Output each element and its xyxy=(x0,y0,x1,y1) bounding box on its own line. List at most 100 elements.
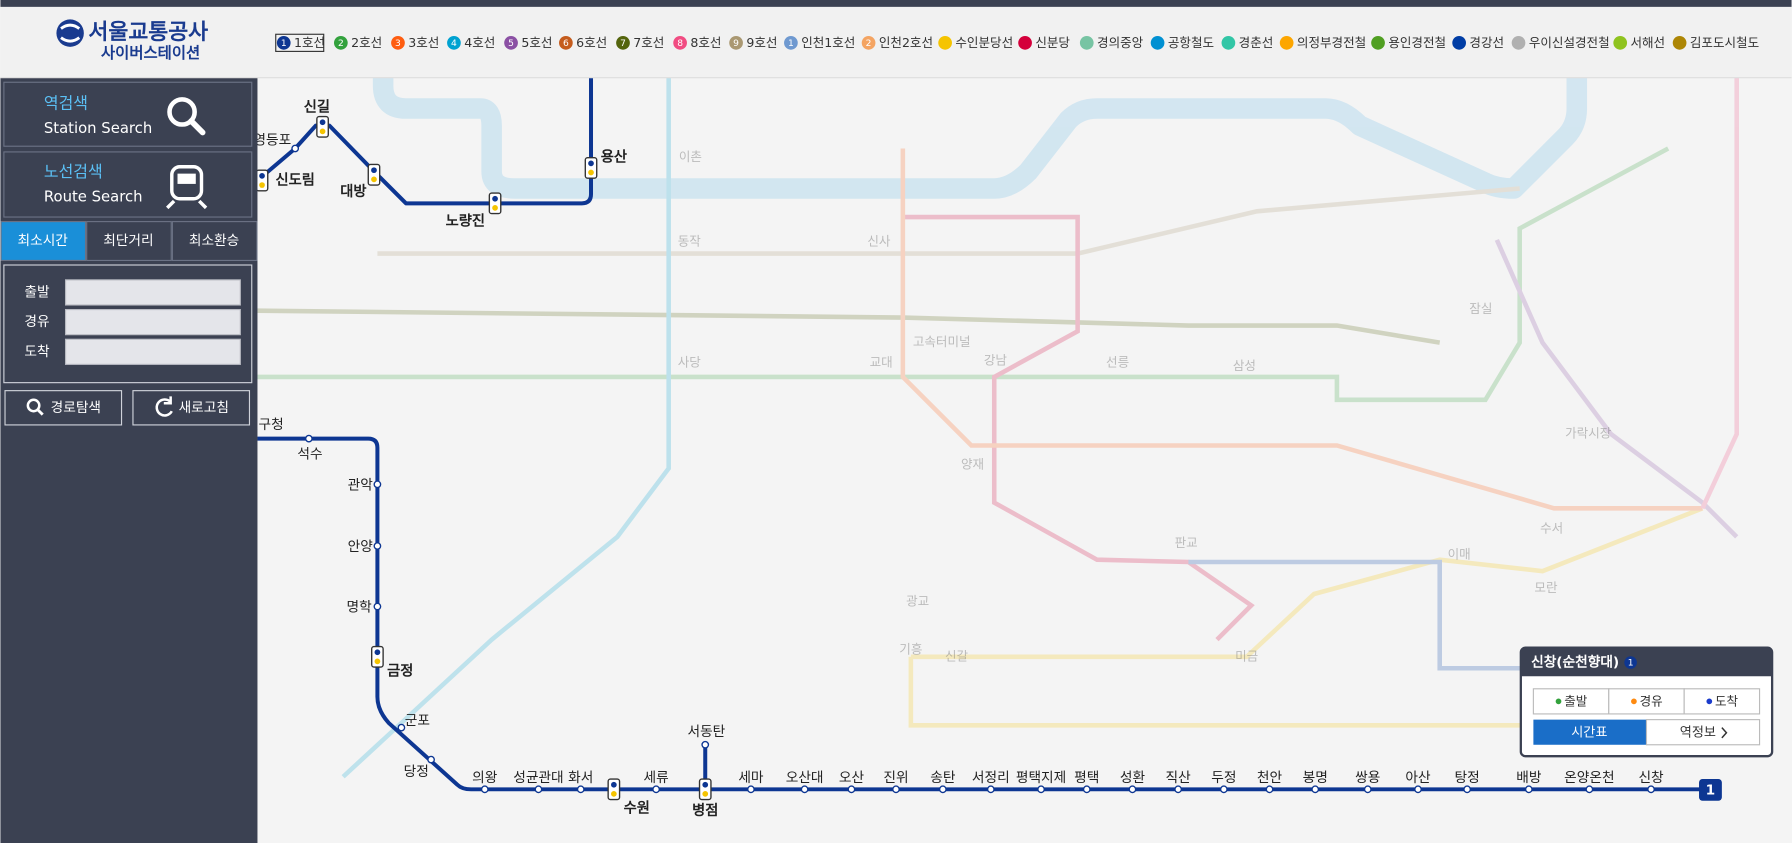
route-search-box[interactable] xyxy=(3,151,253,218)
station-label[interactable]: 군포 xyxy=(405,713,430,729)
line-tab-label[interactable]: 인천1호선 xyxy=(801,35,855,50)
route-tab-label[interactable]: 최소시간 xyxy=(18,233,69,249)
station-label[interactable]: 세마 xyxy=(738,770,764,786)
action-button[interactable] xyxy=(4,390,123,426)
station-label[interactable]: 봉명 xyxy=(1303,770,1328,786)
station-dot[interactable] xyxy=(1037,785,1045,794)
station-label[interactable]: 진위 xyxy=(883,770,908,786)
timetable-button-label[interactable]: 시간표 xyxy=(1571,724,1607,740)
station-label[interactable]: 영등포 xyxy=(253,133,291,149)
station-label[interactable]: 병점 xyxy=(692,801,718,819)
station-label[interactable]: 오산대 xyxy=(786,770,824,786)
line-badge[interactable] xyxy=(938,35,952,50)
station-dot[interactable] xyxy=(373,542,382,550)
station-dot[interactable] xyxy=(480,785,489,794)
station-dot[interactable] xyxy=(291,144,300,153)
station-label[interactable]: 화서 xyxy=(568,770,593,786)
station-label[interactable]: 신길 xyxy=(304,98,330,115)
station-dot[interactable] xyxy=(373,480,382,489)
line-tab-label[interactable]: 인천2호선 xyxy=(879,35,933,50)
station-dot[interactable] xyxy=(534,785,543,794)
transfer-marker[interactable] xyxy=(698,778,712,801)
station-dot[interactable] xyxy=(1219,785,1228,794)
transfer-marker[interactable] xyxy=(488,192,502,215)
station-label[interactable]: 평택 xyxy=(1074,770,1099,786)
line-badge[interactable] xyxy=(1150,35,1165,50)
station-label[interactable]: 의왕 xyxy=(472,770,498,786)
station-label[interactable]: 금정 xyxy=(387,662,413,680)
popup-option-label[interactable]: 경유 xyxy=(1640,693,1663,708)
action-button-label[interactable]: 경로탐색 xyxy=(51,400,101,416)
station-label[interactable]: 쌍용 xyxy=(1355,770,1380,786)
station-label[interactable]: 온양온천 xyxy=(1564,770,1614,786)
line-badge[interactable] xyxy=(276,35,291,50)
line-tab-label[interactable]: 8호선 xyxy=(690,35,721,50)
line-badge[interactable] xyxy=(1511,35,1526,50)
station-dot[interactable] xyxy=(747,785,755,794)
station-dot[interactable] xyxy=(847,785,856,794)
logo-mark[interactable] xyxy=(56,19,84,47)
transfer-marker[interactable] xyxy=(367,163,381,186)
logo-title[interactable]: 서울교통공사 xyxy=(88,20,208,45)
line-badge[interactable] xyxy=(1279,35,1294,50)
line-badge[interactable] xyxy=(784,35,798,50)
line-tab-label[interactable]: 경의중앙 xyxy=(1097,35,1144,50)
line-tab-label[interactable]: 2호선 xyxy=(351,35,382,50)
station-label[interactable]: 탕정 xyxy=(1455,770,1480,786)
station-label[interactable]: 관악 xyxy=(348,477,374,493)
station-dot[interactable] xyxy=(1414,785,1422,794)
action-button-label[interactable]: 새로고침 xyxy=(179,400,229,416)
line-badge[interactable] xyxy=(1672,35,1687,50)
line-tab-label[interactable]: 수인분당선 xyxy=(955,35,1013,50)
station-label[interactable]: 성환 xyxy=(1120,770,1146,786)
station-label[interactable]: 아산 xyxy=(1405,770,1431,786)
line-tab-label[interactable]: 신분당 xyxy=(1035,35,1070,50)
station-label[interactable]: 서동탄 xyxy=(687,724,725,740)
transfer-marker[interactable] xyxy=(607,778,621,801)
station-label[interactable]: 신창 xyxy=(1638,770,1664,786)
line-tab-label[interactable]: 경춘선 xyxy=(1239,35,1274,50)
line-badge[interactable] xyxy=(616,35,630,50)
line-tab-label[interactable]: 3호선 xyxy=(408,35,439,50)
popup-option-label[interactable]: 도착 xyxy=(1715,693,1739,708)
station-dot[interactable] xyxy=(1585,785,1594,794)
field-input[interactable] xyxy=(64,338,241,365)
popup-option[interactable] xyxy=(1608,688,1685,715)
station-label[interactable]: 노량진 xyxy=(446,212,485,230)
station-dot[interactable] xyxy=(373,602,382,611)
line-tab-label[interactable]: 의정부경전철 xyxy=(1297,35,1366,50)
station-label[interactable]: 세류 xyxy=(644,770,669,786)
line-badge[interactable] xyxy=(391,35,405,50)
station-info-button[interactable] xyxy=(1645,719,1761,746)
route-tab[interactable] xyxy=(86,221,172,262)
field-input[interactable] xyxy=(64,308,241,336)
route-tab[interactable] xyxy=(0,221,87,262)
station-dot[interactable] xyxy=(1311,785,1320,794)
line-tab-label[interactable]: 6호선 xyxy=(576,35,607,50)
station-label[interactable]: 신도림 xyxy=(275,170,314,188)
station-label[interactable]: 오산 xyxy=(839,770,865,786)
popup-option-label[interactable]: 출발 xyxy=(1564,693,1588,708)
station-dot[interactable] xyxy=(800,785,809,794)
line-badge[interactable] xyxy=(1371,35,1385,50)
line-badge[interactable] xyxy=(673,35,687,50)
station-dot[interactable] xyxy=(304,434,313,443)
station-label[interactable]: 대방 xyxy=(340,182,366,200)
line-badge[interactable] xyxy=(1079,35,1094,50)
station-label[interactable]: 배방 xyxy=(1516,770,1542,786)
station-dot[interactable] xyxy=(1363,785,1372,794)
station-dot[interactable] xyxy=(986,785,995,794)
station-dot[interactable] xyxy=(1174,785,1183,794)
line-badge[interactable] xyxy=(1221,35,1236,50)
station-dot[interactable] xyxy=(1524,785,1533,794)
station-dot[interactable] xyxy=(1082,785,1091,794)
station-label[interactable]: 당정 xyxy=(404,764,429,780)
station-dot[interactable] xyxy=(938,785,947,794)
station-search-box[interactable] xyxy=(3,81,253,147)
station-dot[interactable] xyxy=(576,785,585,794)
station-label[interactable]: 서정리 xyxy=(972,770,1010,786)
line-tab-label[interactable]: 7호선 xyxy=(633,35,664,50)
station-label[interactable]: 두정 xyxy=(1211,770,1236,786)
line-tab-label[interactable]: 5호선 xyxy=(521,35,552,50)
